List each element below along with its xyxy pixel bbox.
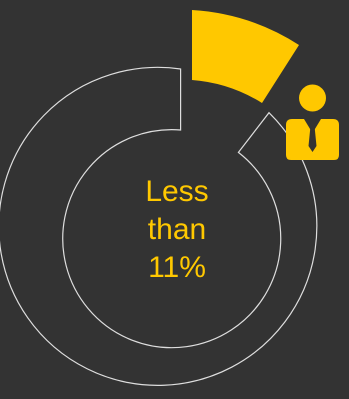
center-label: Less than 11%: [118, 173, 236, 287]
center-label-line-3: 11%: [148, 251, 206, 284]
center-label-line-2: than: [147, 213, 207, 246]
center-label-line-1: Less: [145, 175, 209, 208]
businessman-icon: [286, 84, 339, 160]
highlight-segment: [192, 10, 299, 103]
